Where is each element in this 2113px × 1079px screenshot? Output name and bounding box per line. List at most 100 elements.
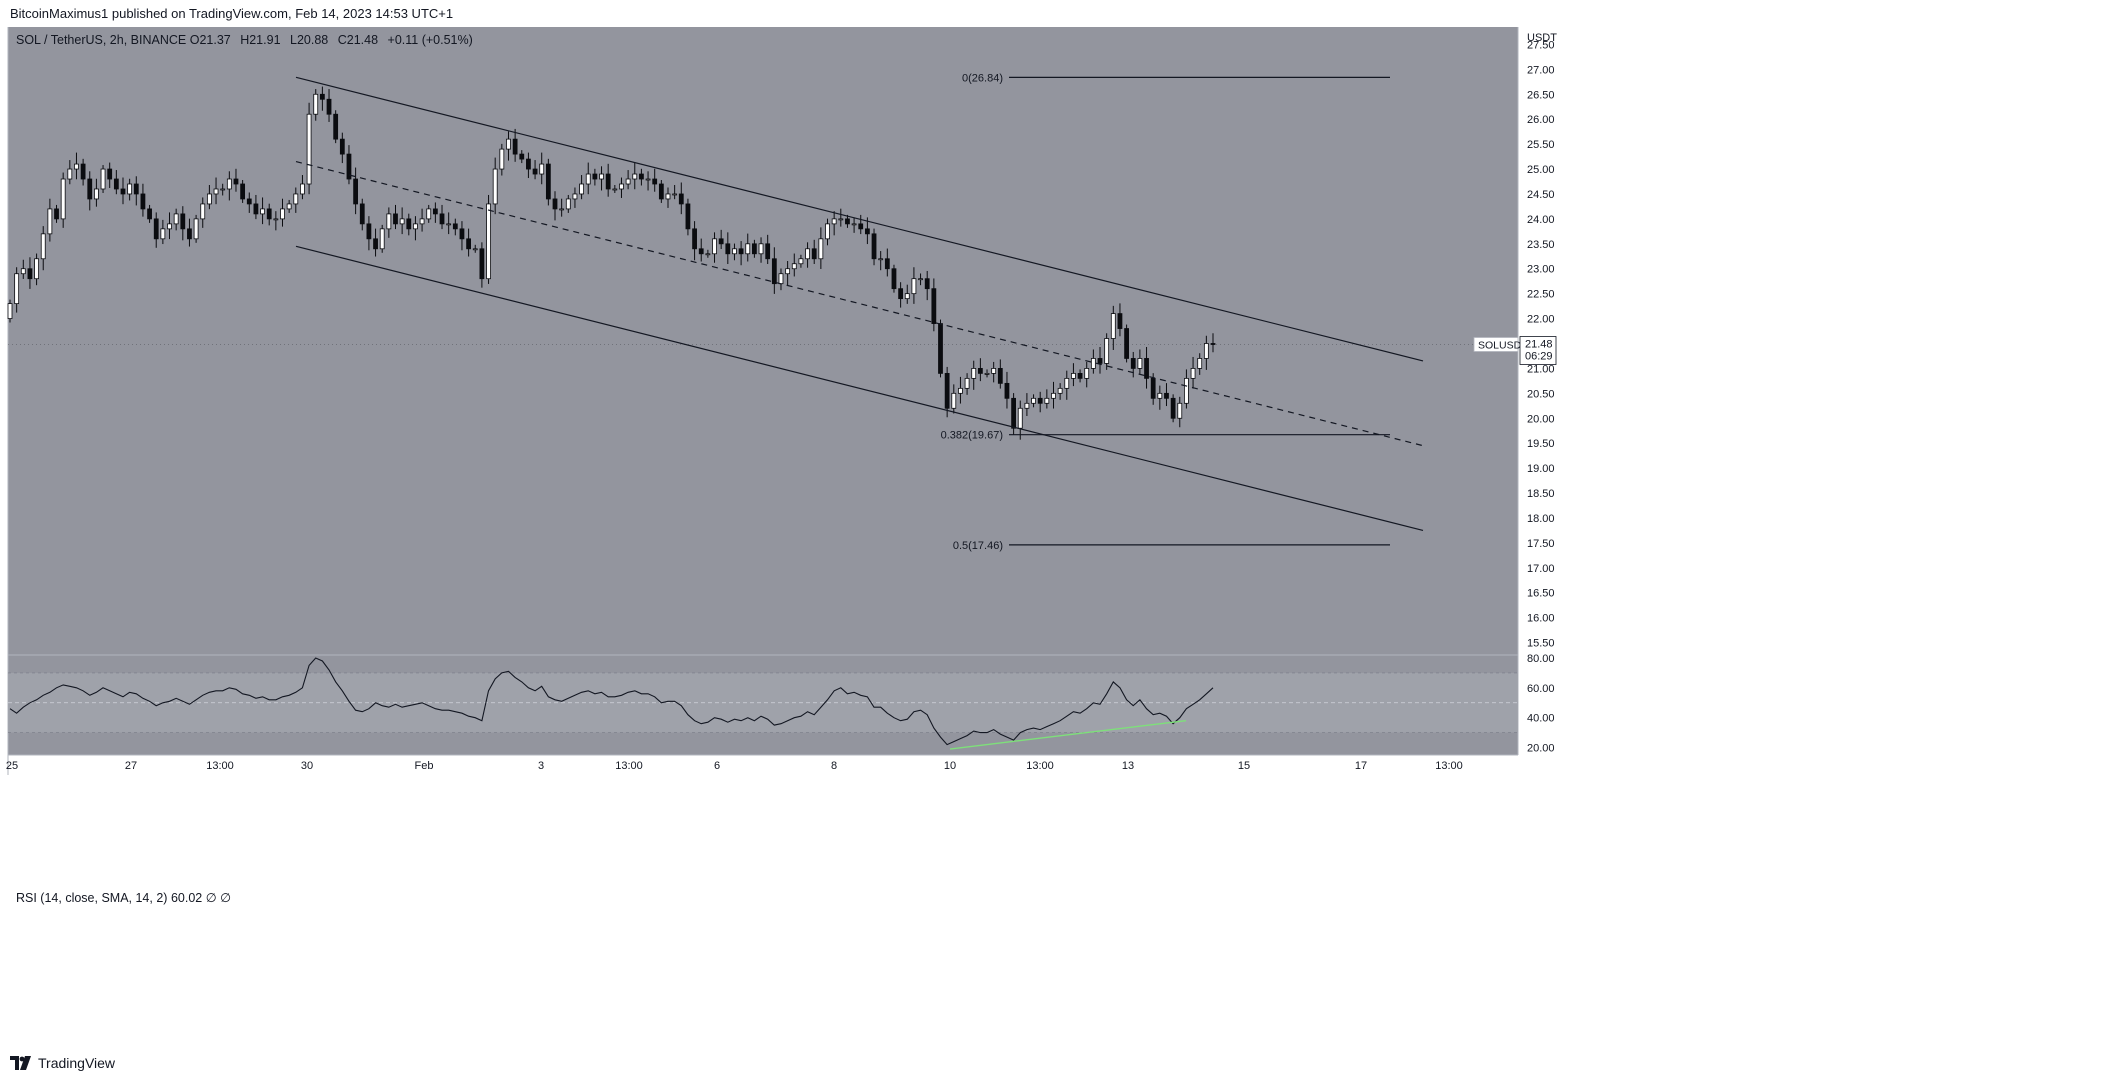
candle-up bbox=[705, 253, 711, 256]
candle-down bbox=[246, 198, 252, 205]
price-tick-label: 26.50 bbox=[1527, 89, 1555, 101]
symbol-text: SOL / TetherUS, 2h, BINANCE bbox=[16, 33, 187, 47]
candle-down bbox=[1124, 328, 1129, 359]
candle-up bbox=[1190, 368, 1196, 379]
candle-up bbox=[472, 248, 478, 251]
candle-down bbox=[738, 248, 744, 255]
candle-up bbox=[220, 188, 226, 191]
candle-up bbox=[426, 208, 432, 220]
publisher-text: BitcoinMaximus1 published on TradingView… bbox=[10, 6, 454, 21]
candle-up bbox=[831, 218, 837, 225]
candle-down bbox=[359, 203, 365, 225]
rsi-band bbox=[8, 672, 1518, 733]
price-tick-label: 26.00 bbox=[1527, 114, 1555, 126]
candle-up bbox=[825, 223, 830, 240]
candle-down bbox=[1170, 397, 1176, 419]
candle-down bbox=[884, 258, 890, 270]
candle-up bbox=[260, 208, 265, 215]
candle-down bbox=[107, 168, 113, 180]
rsi-tick-label: 20.00 bbox=[1527, 743, 1555, 755]
candle-up bbox=[379, 228, 385, 250]
candle-up bbox=[971, 368, 977, 379]
candle-up bbox=[572, 193, 578, 200]
channel-upper-line bbox=[295, 76, 1424, 362]
candle-down bbox=[526, 158, 531, 170]
rsi-legend: RSI (14, close, SMA, 14, 2) 60.02 ∅ ∅ bbox=[16, 890, 231, 905]
candle-down bbox=[924, 278, 930, 290]
price-tick-label: 18.00 bbox=[1527, 513, 1555, 525]
price-tick-label: 24.00 bbox=[1527, 214, 1555, 226]
time-tick-label: 15 bbox=[1238, 760, 1250, 772]
candle-up bbox=[1184, 377, 1189, 404]
candle-up bbox=[851, 223, 857, 226]
candle-up bbox=[1024, 402, 1030, 409]
symbol-legend: SOL / TetherUS, 2h, BINANCE O21.37 H21.9… bbox=[16, 33, 479, 47]
candle-up bbox=[645, 178, 651, 181]
candle-down bbox=[326, 98, 332, 115]
candle-down bbox=[366, 223, 372, 240]
candle-down bbox=[811, 248, 817, 260]
candle-down bbox=[845, 218, 850, 225]
candle-up bbox=[579, 183, 584, 195]
candle-up bbox=[492, 168, 498, 205]
candle-up bbox=[1197, 358, 1203, 369]
candle-up bbox=[1051, 392, 1056, 399]
price-tick-label: 18.50 bbox=[1527, 488, 1555, 500]
candle-up bbox=[778, 273, 784, 285]
candle-down bbox=[678, 193, 684, 205]
candle-down bbox=[1077, 372, 1083, 379]
candle-up bbox=[958, 387, 963, 394]
price-tick-label: 22.00 bbox=[1527, 314, 1555, 326]
low-value: 20.88 bbox=[296, 33, 329, 47]
candle-up bbox=[486, 203, 491, 280]
candle-up bbox=[758, 243, 764, 255]
price-tick-label: 27.00 bbox=[1527, 64, 1555, 76]
time-axis: 25 27 13:00 30 Feb 3 13:00 6 8 10 13:00 13 15 17 13:00 bbox=[6, 760, 1463, 772]
time-tick-label: 17 bbox=[1355, 760, 1367, 772]
candle-down bbox=[153, 218, 159, 240]
candle-up bbox=[1031, 397, 1036, 404]
candle-up bbox=[280, 208, 285, 220]
candle-down bbox=[459, 228, 465, 240]
price-tick-label: 25.00 bbox=[1527, 164, 1555, 176]
candle-up bbox=[20, 268, 26, 275]
candle-up bbox=[7, 303, 13, 319]
candle-up bbox=[399, 218, 405, 225]
candle-up bbox=[193, 218, 199, 240]
price-tick-label: 25.50 bbox=[1527, 139, 1555, 151]
candle-up bbox=[1084, 368, 1090, 379]
time-tick-label: 6 bbox=[714, 760, 720, 772]
candle-down bbox=[545, 163, 551, 200]
candle-up bbox=[984, 372, 990, 375]
symbol-tag: SOLUSDT bbox=[1478, 339, 1528, 351]
candle-up bbox=[951, 392, 957, 409]
candle-up bbox=[539, 163, 545, 175]
candle-up bbox=[712, 238, 717, 255]
rsi-legend-text: RSI (14, close, SMA, 14, 2) bbox=[16, 891, 168, 905]
price-tag: 21.48 bbox=[1525, 338, 1553, 350]
candle-up bbox=[559, 208, 565, 211]
candle-down bbox=[479, 248, 485, 280]
fib-level-label: 0(26.84) bbox=[962, 72, 1003, 84]
candle-down bbox=[1164, 392, 1169, 399]
price-tick-label: 24.50 bbox=[1527, 189, 1555, 201]
candle-down bbox=[592, 173, 598, 180]
open-label: O bbox=[189, 33, 200, 47]
candle-down bbox=[1004, 382, 1010, 399]
candle-down bbox=[353, 178, 359, 205]
candle-down bbox=[133, 183, 139, 195]
candle-up bbox=[1044, 397, 1050, 404]
price-tag-bg bbox=[1519, 336, 1557, 365]
price-tick-label: 21.00 bbox=[1527, 363, 1555, 375]
candle-up bbox=[167, 223, 172, 230]
candle-up bbox=[413, 223, 418, 230]
candle-up bbox=[173, 213, 179, 225]
candle-up bbox=[34, 258, 39, 280]
close-value: 21.48 bbox=[346, 33, 379, 47]
publisher-header: BitcoinMaximus1 published on TradingView… bbox=[10, 3, 453, 25]
candle-down bbox=[87, 178, 93, 200]
candle-up bbox=[805, 248, 810, 260]
time-tick-label: 25 bbox=[6, 760, 18, 772]
